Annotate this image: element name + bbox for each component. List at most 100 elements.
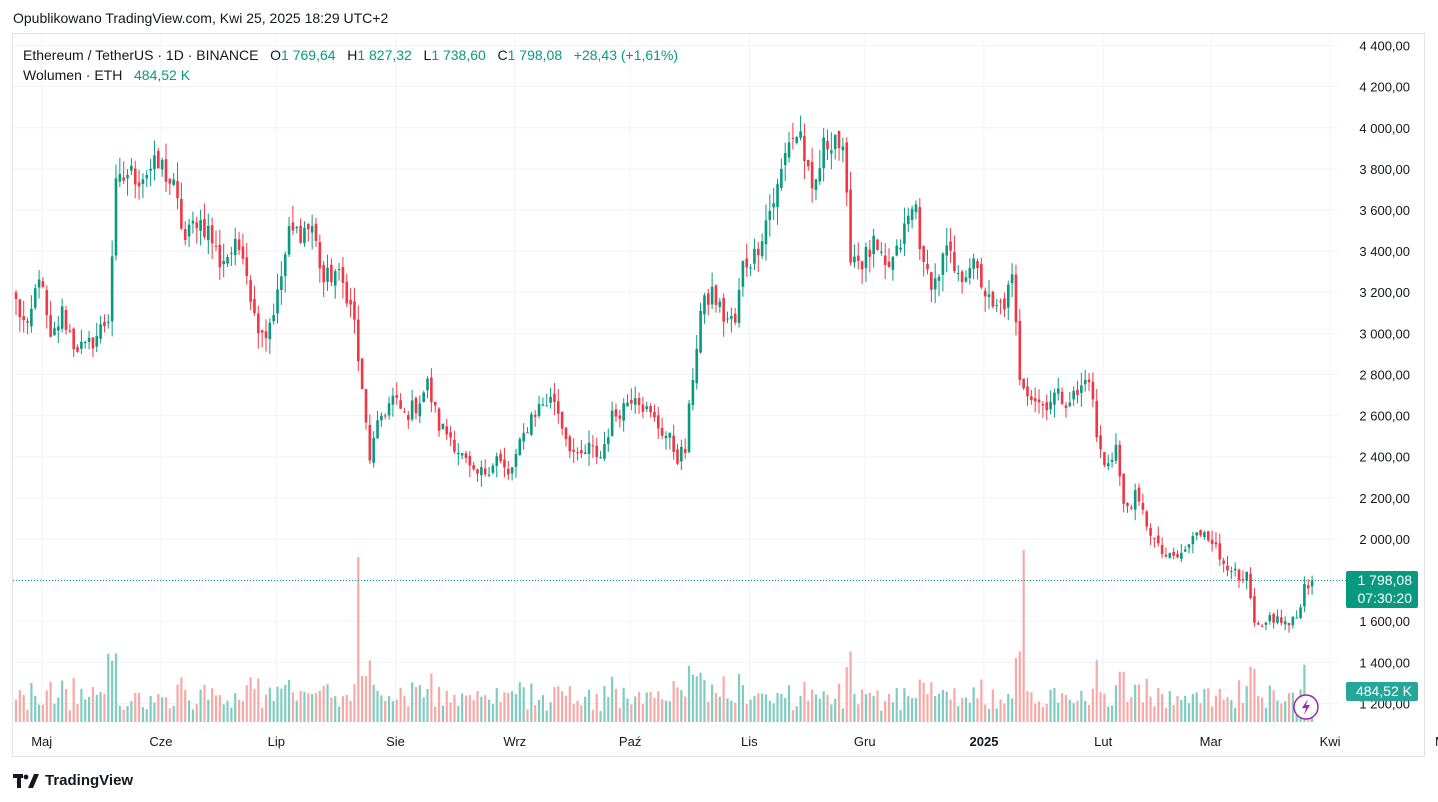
candle-body — [556, 401, 560, 414]
candle-body — [699, 310, 702, 353]
volume-bar — [653, 697, 656, 722]
candle-body — [1110, 459, 1114, 462]
volume-bar — [1184, 695, 1187, 722]
candle-body — [891, 256, 895, 270]
volume-bar — [641, 703, 644, 722]
volume-bar — [503, 692, 506, 722]
volume-bar — [734, 702, 737, 722]
volume-bar — [172, 706, 175, 722]
chart-frame[interactable] — [12, 33, 1425, 757]
lightning-icon[interactable] — [1293, 694, 1319, 720]
volume-bar — [695, 676, 698, 722]
volume-bar — [1022, 550, 1025, 722]
candle-body — [533, 414, 537, 417]
candle-body — [826, 140, 829, 150]
volume-bar — [203, 684, 206, 722]
candle-body — [814, 179, 818, 191]
volume-bar — [103, 693, 106, 722]
volume-bar — [811, 689, 814, 722]
candle-body — [1122, 473, 1125, 504]
candle-body — [1160, 544, 1164, 554]
volume-bar — [1153, 706, 1156, 722]
price-badge: 1 798,08 07:30:20 — [1346, 571, 1418, 608]
volume-bar — [968, 702, 971, 722]
volume-bar — [126, 705, 129, 722]
candle-body — [1249, 573, 1252, 599]
volume-bar — [291, 692, 295, 722]
volume-bar — [72, 677, 75, 722]
candle-body — [303, 227, 306, 244]
candle-body — [949, 241, 952, 251]
volume-bar — [826, 695, 829, 722]
volume-bar — [257, 678, 260, 722]
volume-bar — [403, 695, 406, 722]
candle-body — [403, 411, 406, 413]
candle-body — [1203, 532, 1206, 538]
volume-bar — [68, 710, 71, 722]
volume-bar — [495, 687, 498, 722]
candle-body — [995, 304, 999, 306]
candle-body — [1280, 617, 1283, 623]
candle-body — [22, 316, 25, 321]
volume-bar — [1111, 705, 1114, 722]
candle-body — [1076, 389, 1079, 396]
candle-body — [445, 426, 449, 435]
volume-bar — [957, 706, 960, 722]
candle-body — [83, 342, 87, 344]
candle-body — [483, 468, 487, 475]
candle-body — [972, 258, 975, 269]
candle-body — [945, 245, 949, 256]
volume-bar — [553, 687, 556, 722]
volume-bar — [1041, 707, 1044, 722]
candle-body — [591, 445, 595, 447]
candle-body — [706, 293, 710, 305]
candle-body — [695, 348, 699, 384]
volume-bar — [991, 689, 994, 722]
candle-body — [1114, 444, 1118, 461]
volume-bar — [1014, 657, 1018, 722]
volume-bar — [537, 699, 541, 722]
candle-body — [726, 318, 729, 320]
candle-body — [456, 452, 460, 455]
candle-body — [1137, 487, 1141, 502]
volume-bar — [322, 685, 325, 722]
candle-body — [760, 241, 764, 256]
volume-bar — [1103, 693, 1106, 722]
candle-body — [260, 330, 264, 333]
volume-bar — [672, 680, 675, 722]
candle-body — [33, 288, 37, 308]
candle-body — [80, 341, 83, 349]
candle-body — [1103, 452, 1106, 465]
legend-close-value: 1 798,08 — [507, 47, 563, 63]
candle-body — [1045, 402, 1049, 411]
candle-body — [176, 181, 179, 199]
price-tick-label: 3 400,00 — [1359, 244, 1410, 259]
candle-body — [749, 267, 752, 269]
volume-bar — [130, 701, 133, 722]
tradingview-brand[interactable]: TradingView — [13, 772, 133, 789]
volume-bar — [1245, 686, 1248, 722]
volume-bar — [599, 711, 602, 722]
volume-bar — [364, 676, 368, 722]
candle-body — [1233, 568, 1237, 571]
candle-body — [845, 142, 849, 193]
volume-bar — [1137, 684, 1141, 722]
candle-body — [603, 444, 606, 459]
volume-bar — [880, 710, 883, 722]
price-tick-label: 2 800,00 — [1359, 367, 1410, 382]
volume-bar — [1003, 703, 1006, 722]
candle-body — [880, 251, 883, 253]
volume-bar — [726, 698, 729, 722]
volume-bar — [1049, 689, 1052, 722]
candle-body — [183, 229, 187, 240]
volume-bar — [1226, 697, 1229, 722]
candle-body — [1241, 579, 1245, 581]
legend-low-value: 1 738,60 — [431, 47, 486, 63]
candle-body — [856, 255, 860, 261]
volume-bar — [1053, 688, 1056, 722]
candle-body — [122, 177, 125, 181]
volume-bar — [918, 679, 921, 722]
candle-body — [860, 261, 864, 270]
candle-body — [787, 142, 791, 158]
